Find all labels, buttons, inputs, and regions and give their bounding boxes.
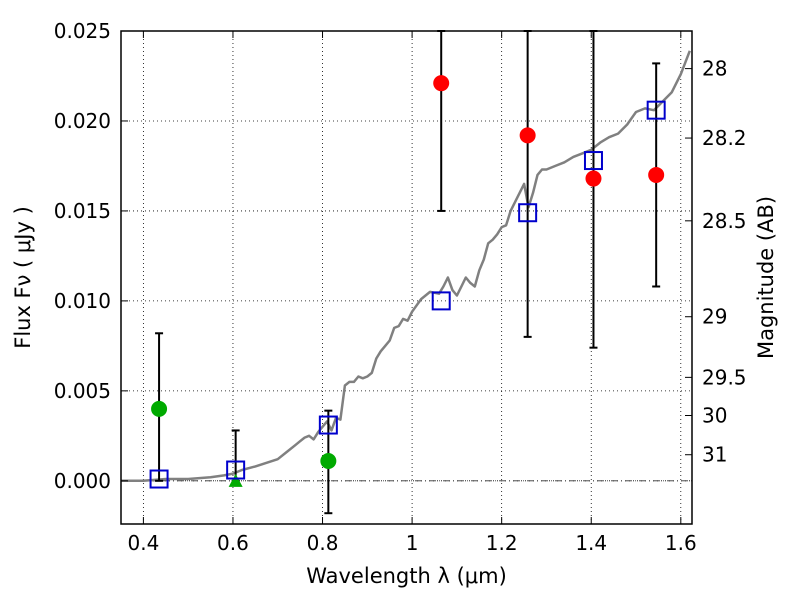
y-tick-label: 0.010 [54, 289, 111, 313]
x-tick-label: 0.8 [307, 531, 339, 555]
x-tick-label: 1.4 [575, 531, 607, 555]
y-tick-label: 0.000 [54, 469, 111, 493]
model-spectrum-line [121, 50, 691, 483]
y-axis-ticks: 0.000 0.005 0.010 0.015 0.020 0.025 [54, 19, 128, 493]
data-point [151, 400, 168, 417]
x-tick-label: 1 [406, 531, 419, 555]
y2-tick-label: 31 [702, 443, 727, 467]
y2-tick-label: 28 [702, 57, 727, 81]
y-tick-label: 0.020 [54, 109, 111, 133]
model-point [318, 415, 338, 435]
data-point [585, 170, 602, 187]
error-bars [155, 30, 661, 515]
y-tick-label: 0.015 [54, 199, 111, 223]
model-point [431, 291, 451, 311]
y-tick-label: 0.025 [54, 19, 111, 43]
y2-tick-label: 29 [702, 305, 727, 329]
data-point [519, 127, 536, 144]
plot-frame [120, 30, 693, 525]
data-point [433, 75, 450, 92]
data-point [320, 453, 337, 470]
y2-tick-label: 30 [702, 404, 727, 428]
y2-axis-ticks: 28 28.2 28.5 29 29.5 30 31 [685, 57, 747, 467]
y-axis-title: Flux Fν ( μJy ) [11, 206, 35, 349]
model-point [583, 151, 603, 171]
x-axis-title: Wavelength λ (μm) [306, 564, 507, 588]
y-tick-label: 0.005 [54, 379, 111, 403]
upper-limit-point [228, 473, 243, 487]
model-point [149, 469, 169, 489]
y2-tick-label: 28.2 [702, 126, 747, 150]
data-points [149, 75, 666, 489]
x-tick-label: 0.6 [217, 531, 249, 555]
model-point [518, 203, 538, 223]
data-point [648, 166, 665, 183]
y2-tick-label: 28.5 [702, 209, 747, 233]
y2-axis-title: Magnitude (AB) [754, 196, 778, 359]
x-axis-ticks: 0.4 0.6 0.8 1 1.2 1.4 1.6 [127, 31, 697, 555]
y2-tick-label: 29.5 [702, 365, 747, 389]
model-spectrum [121, 50, 691, 483]
grid [121, 30, 692, 524]
model-point [226, 460, 246, 480]
x-tick-label: 1.6 [665, 531, 697, 555]
x-tick-label: 0.4 [127, 531, 159, 555]
x-tick-label: 1.2 [486, 531, 518, 555]
model-point [646, 100, 666, 120]
